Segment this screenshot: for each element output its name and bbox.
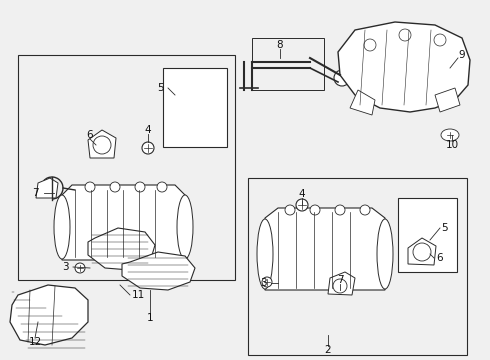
Ellipse shape [177,195,193,259]
Ellipse shape [441,129,459,141]
Polygon shape [408,238,436,265]
Text: 8: 8 [277,40,283,50]
Ellipse shape [310,205,320,215]
Ellipse shape [445,130,455,140]
Text: 5: 5 [441,223,448,233]
Ellipse shape [157,182,167,192]
Ellipse shape [54,195,70,259]
Bar [165,70,225,145]
Text: 5: 5 [157,83,163,93]
Ellipse shape [399,29,411,41]
Ellipse shape [262,277,272,287]
Ellipse shape [360,205,370,215]
Text: 6: 6 [87,130,93,140]
Bar [163,68,227,147]
Polygon shape [435,88,460,112]
Bar [248,178,467,355]
Text: 2: 2 [325,345,331,355]
Text: 10: 10 [445,140,459,150]
Text: 3: 3 [62,262,68,272]
Bar [400,200,455,270]
Polygon shape [122,252,195,290]
Polygon shape [338,22,470,112]
Text: 7: 7 [337,275,343,285]
Text: 11: 11 [131,290,145,300]
Ellipse shape [93,136,111,154]
Ellipse shape [85,182,95,192]
Ellipse shape [110,182,120,192]
Ellipse shape [377,219,393,289]
Text: 1: 1 [147,313,153,323]
Bar [398,198,457,272]
Ellipse shape [334,70,350,86]
Text: 9: 9 [459,50,466,60]
Polygon shape [265,208,385,290]
Bar [252,38,324,90]
Ellipse shape [335,205,345,215]
Text: 12: 12 [28,337,42,347]
Ellipse shape [364,39,376,51]
Polygon shape [88,130,116,158]
Ellipse shape [333,279,347,293]
Text: 7: 7 [32,188,38,198]
Ellipse shape [75,263,85,273]
Polygon shape [10,285,88,345]
Polygon shape [350,90,375,115]
Text: 6: 6 [437,253,443,263]
Ellipse shape [434,34,446,46]
Polygon shape [62,185,185,260]
Text: 4: 4 [145,125,151,135]
Ellipse shape [257,219,273,289]
Text: 4: 4 [299,189,305,199]
Bar [18,55,235,280]
Ellipse shape [285,205,295,215]
Polygon shape [328,272,355,295]
Ellipse shape [296,199,308,211]
Polygon shape [36,178,58,198]
Ellipse shape [142,142,154,154]
Text: 3: 3 [260,278,266,288]
Polygon shape [88,228,155,270]
Ellipse shape [135,182,145,192]
Ellipse shape [413,243,431,261]
